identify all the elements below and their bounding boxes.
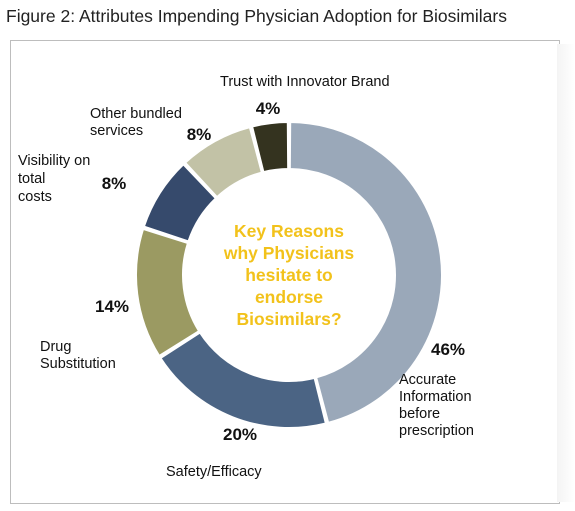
slice-5 (250, 120, 290, 174)
slice-0 (288, 120, 443, 425)
data-label-0: 46% (431, 340, 465, 359)
slice-2 (135, 227, 201, 358)
category-label-4: Other bundled services (90, 106, 182, 139)
donut-slices (135, 120, 443, 429)
data-label-3: 8% (102, 174, 127, 193)
slice-4 (183, 125, 264, 199)
slice-3 (142, 162, 218, 243)
category-label-2: Drug Substitution (40, 339, 116, 372)
center-question-line-0: Key Reasons (234, 221, 344, 241)
data-label-4: 8% (187, 125, 212, 144)
category-label-1: Safety/Efficacy (166, 464, 262, 480)
panel-side-shadow (557, 44, 575, 502)
data-label-2: 14% (95, 297, 129, 316)
category-label-0: Accurate Information before prescription (399, 372, 474, 439)
category-label-3: Visibility on total costs (18, 153, 90, 205)
slice-1 (159, 331, 328, 429)
center-question-line-1: why Physicians (223, 243, 355, 263)
center-question-line-2: hesitate to (245, 265, 333, 285)
center-question-line-3: endorse (255, 287, 323, 307)
slice-labels: 46% Accurate Information before prescription… (18, 74, 474, 480)
center-question-line-4: Biosimilars? (236, 309, 341, 329)
data-label-5: 4% (256, 99, 281, 118)
figure-title: Figure 2: Attributes Impending Physician… (6, 6, 507, 26)
data-label-1: 20% (223, 425, 257, 444)
category-label-5: Trust with Innovator Brand (220, 74, 390, 90)
